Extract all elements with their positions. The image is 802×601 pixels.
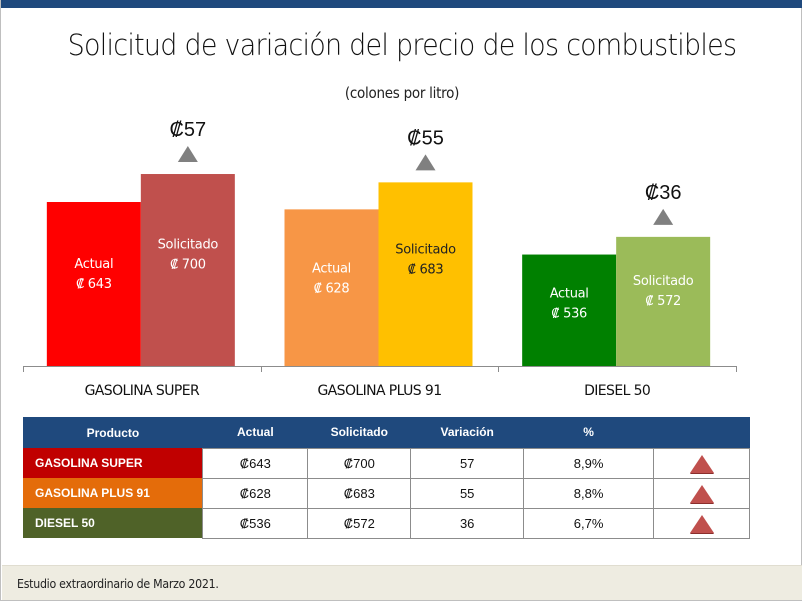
bar-solicitado bbox=[378, 182, 473, 366]
up-triangle-icon bbox=[689, 514, 714, 533]
table-row: GASOLINA PLUS 91 ₡628 ₡683 55 8,8% bbox=[23, 477, 750, 509]
cell-actual: ₡536 bbox=[202, 507, 309, 539]
price-table: Producto Actual Solicitado Variación % G… bbox=[23, 417, 750, 539]
cell-variacion: 55 bbox=[410, 477, 525, 509]
cell-variacion: 57 bbox=[410, 447, 525, 479]
bar-series-label: Solicitado bbox=[395, 242, 456, 257]
bar-series-label: Solicitado bbox=[158, 238, 219, 253]
cell-producto: GASOLINA SUPER bbox=[23, 448, 203, 478]
bar-series-label: Actual bbox=[74, 257, 113, 272]
bar-solicitado bbox=[616, 236, 711, 366]
fuel-price-bar-chart: Actual ₡ 643 Solicitado ₡ 700 ₡57 GASOLINA SU… bbox=[23, 119, 737, 399]
bar-series-label: Actual bbox=[550, 287, 589, 302]
bar-value-label: ₡ 643 bbox=[76, 277, 112, 292]
header-solicitado: Solicitado bbox=[307, 417, 411, 448]
bar-actual bbox=[522, 254, 617, 366]
cell-trend bbox=[653, 447, 750, 479]
table-row: DIESEL 50 ₡536 ₡572 36 6,7% bbox=[23, 507, 750, 539]
variation-label: ₡55 bbox=[407, 127, 444, 149]
cell-solicitado: ₡572 bbox=[307, 507, 412, 539]
cell-producto: DIESEL 50 bbox=[23, 508, 203, 538]
variation-up-triangle-icon bbox=[177, 146, 198, 163]
category-label: GASOLINA PLUS 91 bbox=[317, 383, 441, 399]
category-label: GASOLINA SUPER bbox=[85, 383, 200, 399]
table-header-row: Producto Actual Solicitado Variación % bbox=[23, 417, 750, 448]
cell-percent: 8,8% bbox=[523, 477, 655, 509]
table-row: GASOLINA SUPER ₡643 ₡700 57 8,9% bbox=[23, 447, 750, 479]
bar-value-label: ₡ 683 bbox=[408, 262, 444, 277]
bar-solicitado bbox=[140, 174, 235, 366]
header-percent: % bbox=[523, 417, 654, 448]
variation-label: ₡36 bbox=[645, 182, 682, 204]
header-producto: Producto bbox=[23, 417, 203, 448]
cell-percent: 6,7% bbox=[523, 507, 655, 539]
cell-trend bbox=[653, 477, 750, 509]
cell-actual: ₡643 bbox=[202, 447, 309, 479]
slide-title: Solicitud de variación del precio de los… bbox=[67, 28, 737, 62]
bar-series-label: Actual bbox=[312, 261, 351, 276]
bar-value-label: ₡ 536 bbox=[551, 307, 587, 322]
cell-solicitado: ₡700 bbox=[307, 447, 412, 479]
up-triangle-icon bbox=[689, 484, 714, 503]
header-trend bbox=[653, 417, 750, 448]
cell-solicitado: ₡683 bbox=[307, 477, 412, 509]
category-label: DIESEL 50 bbox=[584, 383, 650, 399]
variation-up-triangle-icon bbox=[415, 154, 436, 171]
variation-up-triangle-icon bbox=[653, 208, 674, 225]
bar-value-label: ₡ 572 bbox=[645, 294, 681, 309]
up-triangle-icon bbox=[689, 454, 714, 473]
slide-footer: Estudio extraordinario de Marzo 2021. bbox=[2, 565, 802, 600]
cell-percent: 8,9% bbox=[523, 447, 655, 479]
bar-value-label: ₡ 628 bbox=[314, 281, 350, 296]
header-variacion: Variación bbox=[410, 417, 524, 448]
cell-actual: ₡628 bbox=[202, 477, 309, 509]
variation-label: ₡57 bbox=[169, 119, 206, 141]
cell-trend bbox=[653, 507, 750, 539]
header-actual: Actual bbox=[202, 417, 308, 448]
cell-variacion: 36 bbox=[410, 507, 525, 539]
bar-series-label: Solicitado bbox=[633, 274, 694, 289]
footer-text: Estudio extraordinario de Marzo 2021. bbox=[17, 577, 219, 591]
cell-producto: GASOLINA PLUS 91 bbox=[23, 478, 203, 508]
bar-actual bbox=[46, 202, 141, 366]
bar-actual bbox=[284, 209, 379, 366]
bar-value-label: ₡ 700 bbox=[170, 258, 206, 273]
slide-top-bar bbox=[1, 0, 802, 8]
slide-subtitle: (colones por litro) bbox=[344, 84, 460, 102]
